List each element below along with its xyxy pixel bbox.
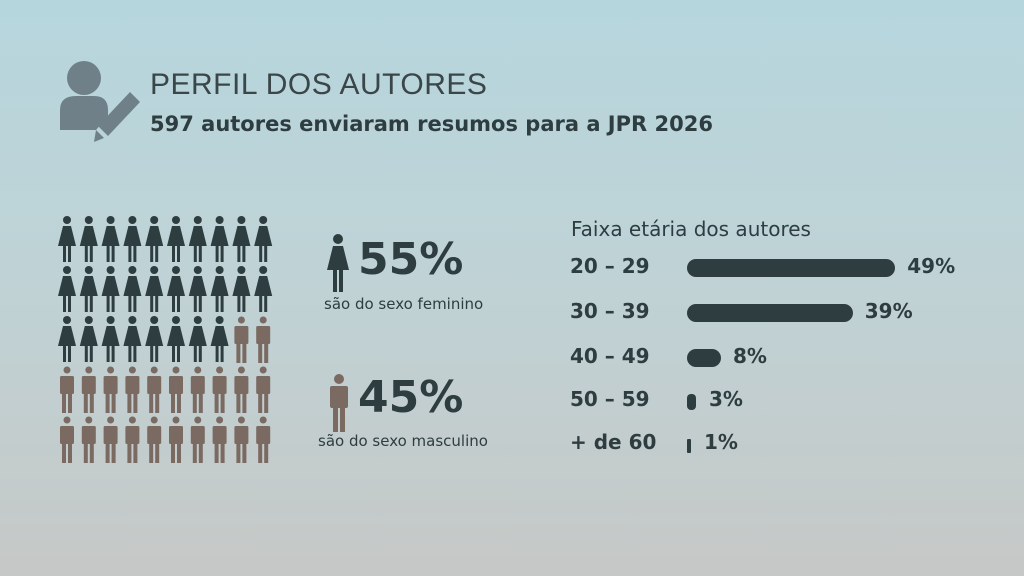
female-person-icon xyxy=(145,216,164,262)
male-person-icon xyxy=(60,416,74,463)
male-person-icon xyxy=(60,366,74,413)
male-person-icon xyxy=(169,366,183,413)
male-person-icon xyxy=(125,416,140,463)
bar xyxy=(687,259,896,277)
category-label: 40 – 49 xyxy=(570,344,650,368)
female-person-icon xyxy=(210,266,229,312)
value-label: 8% xyxy=(733,344,767,368)
male-caption: são do sexo masculino xyxy=(318,432,488,450)
page-subtitle: 597 autores enviaram resumos para a JPR … xyxy=(150,112,713,136)
value-label: 1% xyxy=(704,430,738,454)
male-person-icon xyxy=(256,316,271,363)
value-label: 3% xyxy=(709,387,743,411)
male-person-icon xyxy=(125,366,140,413)
female-person-icon xyxy=(167,316,185,362)
author-edit-icon xyxy=(60,61,140,142)
male-person-icon xyxy=(103,416,118,463)
female-person-icon xyxy=(123,266,142,312)
chart-title: Faixa etária dos autores xyxy=(571,217,811,241)
category-label: 20 – 29 xyxy=(570,254,650,278)
female-person-icon xyxy=(101,316,120,362)
female-person-icon xyxy=(210,216,229,262)
male-percent: 45% xyxy=(358,372,464,423)
bar xyxy=(687,304,853,322)
category-label: + de 60 xyxy=(570,430,657,454)
bar xyxy=(687,439,692,453)
male-person-icon xyxy=(81,416,96,463)
female-person-icon xyxy=(79,266,98,312)
female-person-icon xyxy=(188,316,207,362)
male-person-icon xyxy=(190,366,205,413)
value-label: 39% xyxy=(864,299,913,323)
bar xyxy=(687,349,721,367)
female-person-icon xyxy=(145,266,164,312)
female-person-icon xyxy=(232,216,251,262)
female-person-icon xyxy=(123,316,142,362)
female-person-icon xyxy=(101,216,120,262)
female-person-icon xyxy=(254,216,273,262)
female-percent: 55% xyxy=(358,234,464,285)
male-icon xyxy=(330,374,348,432)
male-person-icon xyxy=(234,416,249,463)
male-person-icon xyxy=(256,416,271,463)
category-label: 30 – 39 xyxy=(570,299,650,323)
female-caption: são do sexo feminino xyxy=(324,295,484,313)
male-person-icon xyxy=(147,366,162,413)
male-person-icon xyxy=(169,416,183,463)
female-person-icon xyxy=(101,266,120,312)
female-person-icon xyxy=(79,216,98,262)
male-person-icon xyxy=(81,366,96,413)
value-label: 49% xyxy=(907,254,956,278)
female-person-icon xyxy=(167,216,185,262)
category-label: 50 – 59 xyxy=(570,387,650,411)
gender-pictogram-grid xyxy=(58,216,273,463)
female-person-icon xyxy=(232,266,251,312)
male-person-icon xyxy=(234,316,249,363)
female-person-icon xyxy=(58,266,76,312)
male-person-icon xyxy=(103,366,118,413)
page-title: PERFIL DOS AUTORES xyxy=(150,68,488,101)
female-person-icon xyxy=(210,316,229,362)
male-person-icon xyxy=(190,416,205,463)
female-person-icon xyxy=(58,216,76,262)
female-person-icon xyxy=(58,316,76,362)
female-person-icon xyxy=(188,216,207,262)
bar xyxy=(687,394,696,410)
female-icon xyxy=(327,234,349,292)
female-person-icon xyxy=(254,266,273,312)
female-person-icon xyxy=(123,216,142,262)
male-person-icon xyxy=(234,366,249,413)
male-person-icon xyxy=(147,416,162,463)
female-person-icon xyxy=(79,316,98,362)
male-person-icon xyxy=(212,366,227,413)
female-person-icon xyxy=(188,266,207,312)
male-person-icon xyxy=(212,416,227,463)
female-person-icon xyxy=(145,316,164,362)
female-person-icon xyxy=(167,266,185,312)
male-person-icon xyxy=(256,366,271,413)
